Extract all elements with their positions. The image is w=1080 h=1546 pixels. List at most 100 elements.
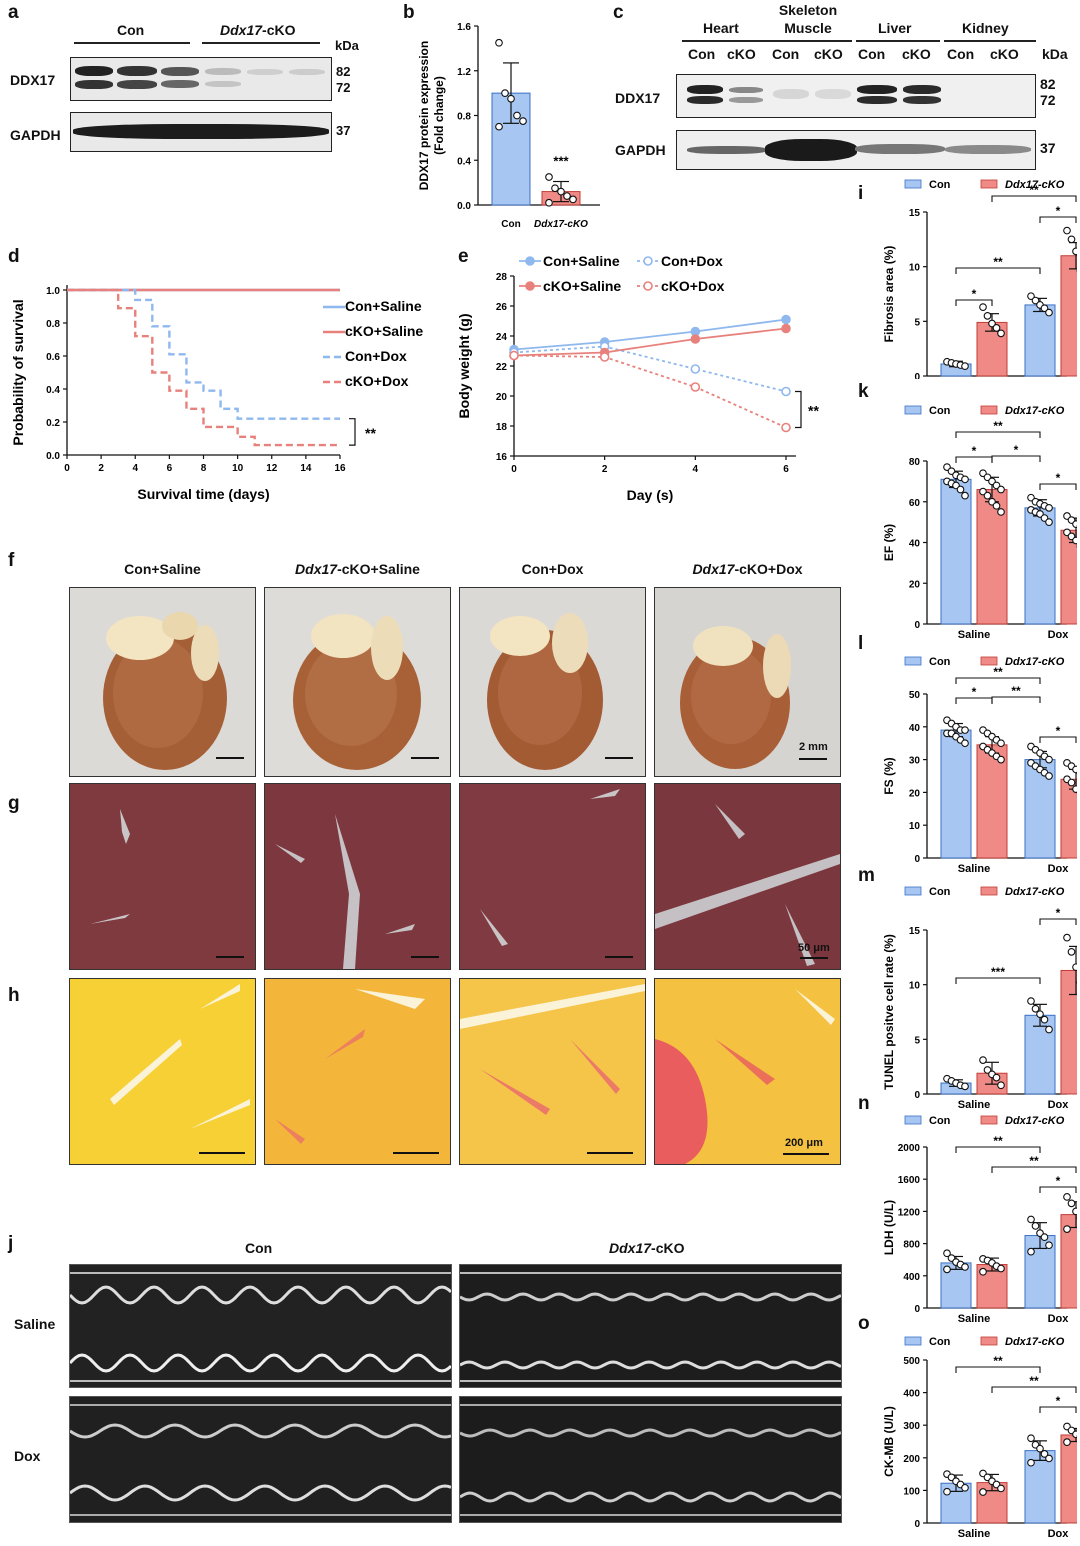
significance-label: ** [993, 419, 1003, 433]
data-point [961, 739, 969, 748]
kda-label-c: kDa [1042, 46, 1068, 62]
y-tick-label: 1600 [898, 1175, 921, 1186]
legend-label-cko: Ddx17-cKO [1005, 1336, 1065, 1348]
legend-swatch-con [904, 179, 922, 189]
panel-f-heart-photos: Con+Saline Ddx17-cKO+Saline Con+Dox Ddx1… [0, 555, 850, 780]
legend-marker [643, 281, 653, 291]
data-point [1072, 536, 1077, 545]
group-label-cko: Ddx17-cKO [220, 22, 296, 38]
data-point [1045, 1454, 1053, 1463]
data-point [961, 475, 969, 484]
legend-label-cko: Ddx17-cKO [1005, 656, 1065, 668]
data-point [961, 1263, 969, 1271]
data-point [956, 485, 965, 494]
y-tick-label: 0 [914, 620, 920, 631]
data-point [992, 501, 1001, 510]
significance-label: * [1056, 471, 1061, 485]
significance-label: ** [993, 1354, 1003, 1368]
significance-bracket [1039, 483, 1077, 490]
panel-label-o: o [858, 1313, 870, 1334]
data-point [569, 195, 577, 204]
bar [976, 744, 1008, 859]
legend-label: Con+Saline [543, 253, 620, 269]
data-point [961, 491, 969, 500]
data-point [1045, 772, 1053, 780]
j-row-saline: Saline [14, 1316, 56, 1332]
data-point [1045, 1241, 1053, 1250]
data-point [1045, 1025, 1053, 1034]
y-tick-label: 200 [903, 1454, 920, 1465]
data-point [983, 491, 992, 500]
row-label-ddx17-c: DDX17 [615, 90, 661, 106]
data-point [961, 1082, 969, 1091]
significance-label: * [1056, 1174, 1061, 1188]
panel-label-a: a [8, 2, 19, 23]
legend-swatch-con [904, 1336, 922, 1346]
data-point [1036, 1444, 1044, 1453]
significance-bracket [991, 696, 1041, 703]
data-point [997, 329, 1005, 338]
scale-bar-h: 200 μm [785, 1137, 823, 1149]
significance-bracket [955, 267, 1041, 274]
significance-bracket [349, 418, 356, 446]
group-line-cko [202, 42, 320, 44]
data-point [563, 192, 571, 200]
scale-bar-f: 2 mm [799, 741, 828, 753]
data-point [979, 1267, 987, 1276]
data-point [1063, 1225, 1071, 1233]
legend-swatch-con [904, 1115, 922, 1125]
data-point [1027, 997, 1035, 1005]
y-tick-label: 20 [496, 392, 508, 403]
significance-bracket [1039, 918, 1077, 925]
marker-72: 72 [336, 80, 351, 95]
panel-label-k: k [858, 381, 869, 402]
y-tick-label: 500 [903, 1356, 920, 1367]
gapdh-blot [70, 112, 332, 152]
data-point [1045, 518, 1053, 526]
data-point [997, 485, 1005, 494]
y-tick-label: 1.0 [46, 286, 60, 297]
data-point [1040, 304, 1049, 313]
y-tick-label: 5 [914, 317, 920, 328]
significance-label: * [1056, 204, 1061, 218]
legend-marker [643, 256, 653, 266]
echo-cko-dox [459, 1396, 842, 1523]
weight-line [513, 318, 787, 351]
y-tick-label: 50 [909, 690, 921, 701]
y-tick-label: 80 [909, 457, 921, 468]
x-tick-label: Saline [958, 1528, 990, 1540]
tissue-kidney: Kidney [962, 20, 1009, 36]
x-tick-label: 2 [98, 463, 104, 474]
y-tick-label: 0 [914, 372, 920, 379]
x-tick-label: 10 [232, 463, 244, 474]
data-point [1063, 1193, 1071, 1201]
lane-6: cKO [902, 46, 931, 62]
lane-4: cKO [814, 46, 843, 62]
y-tick-label: 0.0 [46, 451, 60, 462]
legend-swatch-cko [980, 656, 998, 666]
x-tick-label: 4 [132, 463, 138, 474]
legend-label-cko: Ddx17-cKO [1005, 1115, 1065, 1127]
y-tick-label: 0 [914, 854, 920, 865]
y-tick-label: 60 [909, 498, 921, 509]
panel-label-i: i [858, 183, 864, 204]
significance-bracket [1039, 1406, 1077, 1413]
significance-label: ** [808, 403, 819, 419]
significance-bracket [795, 390, 802, 429]
legend-swatch-con [904, 405, 922, 415]
he-stain-con-saline [69, 783, 256, 970]
x-tick-label: Ddx17-cKO [534, 219, 588, 230]
y-tick-label: 10 [909, 821, 921, 832]
y-tick-label: 10 [909, 981, 921, 992]
data-point [1031, 1004, 1040, 1013]
y-tick-label: 28 [496, 272, 508, 283]
significance-label: * [1056, 906, 1061, 920]
y-tick-label: 5 [914, 1035, 920, 1046]
legend-swatch-con [904, 886, 922, 896]
y-tick-label: 0.6 [46, 352, 60, 363]
data-point [781, 386, 791, 397]
data-point [599, 352, 610, 362]
sirius-cko-dox: 200 μm [654, 978, 841, 1165]
panel-label-n: n [858, 1093, 870, 1114]
